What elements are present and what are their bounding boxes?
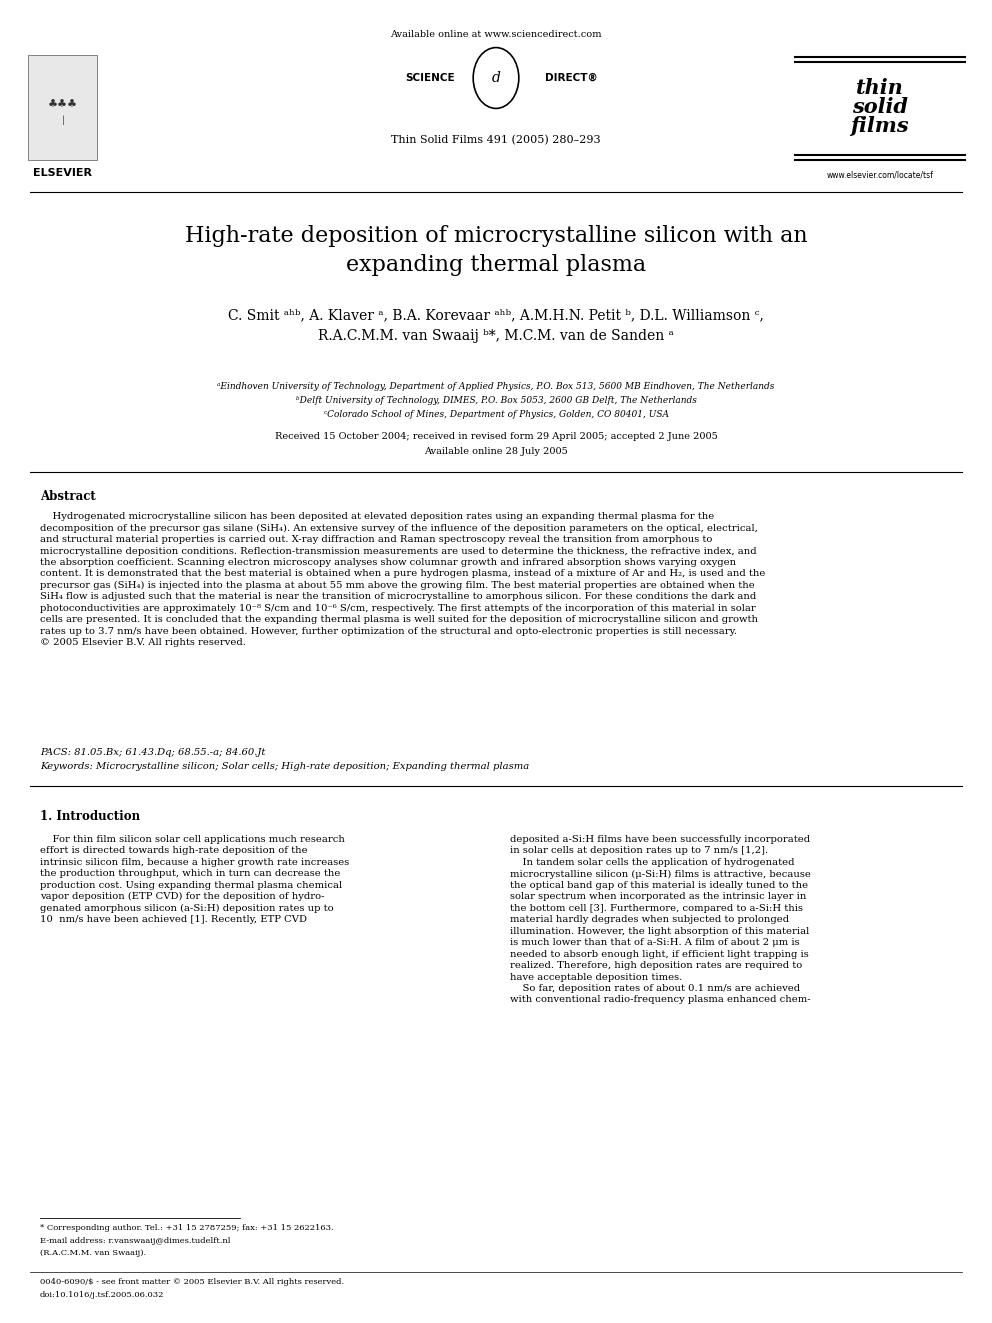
Text: 1. Introduction: 1. Introduction <box>40 810 140 823</box>
Text: ᶜColorado School of Mines, Department of Physics, Golden, CO 80401, USA: ᶜColorado School of Mines, Department of… <box>323 410 669 419</box>
Text: ELSEVIER: ELSEVIER <box>34 168 92 179</box>
Text: (R.A.C.M.M. van Swaaij).: (R.A.C.M.M. van Swaaij). <box>40 1249 146 1257</box>
Text: d: d <box>492 71 500 85</box>
Text: Available online at www.sciencedirect.com: Available online at www.sciencedirect.co… <box>390 30 602 38</box>
Text: Available online 28 July 2005: Available online 28 July 2005 <box>425 447 567 456</box>
Text: ♣♣♣: ♣♣♣ <box>48 101 78 110</box>
Text: E-mail address: r.vanswaaij@dimes.tudelft.nl: E-mail address: r.vanswaaij@dimes.tudelf… <box>40 1237 230 1245</box>
Text: 0040-6090/$ - see front matter © 2005 Elsevier B.V. All rights reserved.: 0040-6090/$ - see front matter © 2005 El… <box>40 1278 344 1286</box>
Text: thin
solid
films: thin solid films <box>851 78 910 136</box>
Text: * Corresponding author. Tel.: +31 15 2787259; fax: +31 15 2622163.: * Corresponding author. Tel.: +31 15 278… <box>40 1224 333 1232</box>
Text: PACS: 81.05.Bx; 61.43.Dq; 68.55.-a; 84.60.Jt: PACS: 81.05.Bx; 61.43.Dq; 68.55.-a; 84.6… <box>40 747 266 757</box>
Text: For thin film silicon solar cell applications much research
effort is directed t: For thin film silicon solar cell applica… <box>40 835 349 925</box>
Text: deposited a-Si:H films have been successfully incorporated
in solar cells at dep: deposited a-Si:H films have been success… <box>510 835 810 1004</box>
Text: │: │ <box>61 115 65 124</box>
Text: doi:10.1016/j.tsf.2005.06.032: doi:10.1016/j.tsf.2005.06.032 <box>40 1291 165 1299</box>
Text: High-rate deposition of microcrystalline silicon with an
expanding thermal plasm: High-rate deposition of microcrystalline… <box>185 225 807 275</box>
Text: Hydrogenated microcrystalline silicon has been deposited at elevated deposition : Hydrogenated microcrystalline silicon ha… <box>40 512 766 647</box>
Text: Received 15 October 2004; received in revised form 29 April 2005; accepted 2 Jun: Received 15 October 2004; received in re… <box>275 433 717 441</box>
Bar <box>28 56 97 160</box>
Text: Keywords: Microcrystalline silicon; Solar cells; High-rate deposition; Expanding: Keywords: Microcrystalline silicon; Sola… <box>40 762 530 771</box>
Text: www.elsevier.com/locate/tsf: www.elsevier.com/locate/tsf <box>826 169 933 179</box>
Text: Abstract: Abstract <box>40 490 96 503</box>
Text: DIRECT®: DIRECT® <box>545 73 598 83</box>
Text: ᵇDelft University of Technology, DIMES, P.O. Box 5053, 2600 GB Delft, The Nether: ᵇDelft University of Technology, DIMES, … <box>296 396 696 405</box>
Text: C. Smit ᵃʰᵇ, A. Klaver ᵃ, B.A. Korevaar ᵃʰᵇ, A.M.H.N. Petit ᵇ, D.L. Williamson ᶜ: C. Smit ᵃʰᵇ, A. Klaver ᵃ, B.A. Korevaar … <box>228 308 764 343</box>
Text: ᵃEindhoven University of Technology, Department of Applied Physics, P.O. Box 513: ᵃEindhoven University of Technology, Dep… <box>217 382 775 392</box>
Text: SCIENCE: SCIENCE <box>406 73 455 83</box>
Text: Thin Solid Films 491 (2005) 280–293: Thin Solid Films 491 (2005) 280–293 <box>391 135 601 146</box>
